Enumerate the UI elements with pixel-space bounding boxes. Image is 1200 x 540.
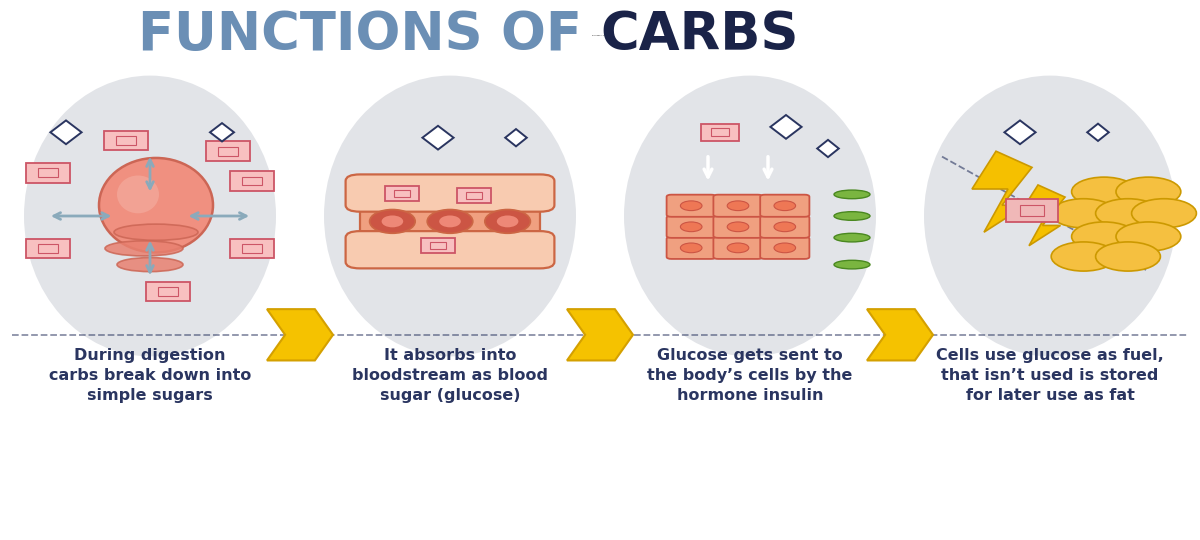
Polygon shape <box>505 129 527 146</box>
Polygon shape <box>422 126 454 150</box>
Ellipse shape <box>485 210 530 233</box>
FancyBboxPatch shape <box>26 239 70 258</box>
Text: FUNCTIONS OF CARBS: FUNCTIONS OF CARBS <box>592 35 608 36</box>
Ellipse shape <box>439 215 461 227</box>
Circle shape <box>727 222 749 232</box>
Polygon shape <box>568 309 634 361</box>
Text: During digestion
carbs break down into
simple sugars: During digestion carbs break down into s… <box>49 348 251 403</box>
FancyBboxPatch shape <box>421 238 455 253</box>
Circle shape <box>680 243 702 253</box>
Circle shape <box>1132 199 1196 228</box>
Circle shape <box>727 243 749 253</box>
FancyBboxPatch shape <box>230 171 274 191</box>
Text: Glucose gets sent to
the body’s cells by the
hormone insulin: Glucose gets sent to the body’s cells by… <box>647 348 853 403</box>
Polygon shape <box>972 151 1032 232</box>
Text: Cells use glucose as fuel,
that isn’t used is stored
for later use as fat: Cells use glucose as fuel, that isn’t us… <box>936 348 1164 403</box>
Circle shape <box>727 201 749 211</box>
Text: CARBS: CARBS <box>600 9 798 61</box>
FancyBboxPatch shape <box>26 163 70 183</box>
Polygon shape <box>866 309 934 361</box>
FancyBboxPatch shape <box>346 231 554 268</box>
Polygon shape <box>770 115 802 139</box>
Ellipse shape <box>497 215 518 227</box>
FancyBboxPatch shape <box>667 195 716 217</box>
Ellipse shape <box>370 210 415 233</box>
FancyBboxPatch shape <box>146 282 190 301</box>
Polygon shape <box>50 120 82 144</box>
FancyBboxPatch shape <box>761 237 809 259</box>
FancyBboxPatch shape <box>206 141 250 161</box>
Ellipse shape <box>106 241 182 256</box>
Circle shape <box>1096 199 1160 228</box>
Circle shape <box>774 243 796 253</box>
Text: It absorbs into
bloodstream as blood
sugar (glucose): It absorbs into bloodstream as blood sug… <box>352 348 548 403</box>
FancyBboxPatch shape <box>385 186 419 201</box>
Polygon shape <box>210 123 234 141</box>
FancyBboxPatch shape <box>457 188 491 203</box>
Text: FUNCTIONS OF: FUNCTIONS OF <box>138 9 600 61</box>
Circle shape <box>1051 242 1116 271</box>
Ellipse shape <box>924 76 1176 356</box>
FancyBboxPatch shape <box>230 239 274 258</box>
Circle shape <box>1072 177 1136 206</box>
Ellipse shape <box>834 233 870 242</box>
FancyBboxPatch shape <box>701 124 739 141</box>
Ellipse shape <box>427 210 473 233</box>
Circle shape <box>680 222 702 232</box>
Ellipse shape <box>624 76 876 356</box>
Polygon shape <box>266 309 334 361</box>
FancyBboxPatch shape <box>1006 199 1058 222</box>
FancyBboxPatch shape <box>667 215 716 238</box>
Polygon shape <box>1004 120 1036 144</box>
FancyBboxPatch shape <box>667 237 716 259</box>
Circle shape <box>774 222 796 232</box>
Circle shape <box>680 201 702 211</box>
Ellipse shape <box>382 215 403 227</box>
Circle shape <box>774 201 796 211</box>
Ellipse shape <box>324 76 576 356</box>
Circle shape <box>1116 222 1181 251</box>
Polygon shape <box>1020 185 1066 246</box>
FancyBboxPatch shape <box>360 202 540 238</box>
FancyBboxPatch shape <box>714 215 763 238</box>
FancyBboxPatch shape <box>346 174 554 212</box>
Ellipse shape <box>24 76 276 356</box>
Polygon shape <box>1087 124 1109 141</box>
FancyBboxPatch shape <box>104 131 148 150</box>
Circle shape <box>1116 177 1181 206</box>
FancyBboxPatch shape <box>714 237 763 259</box>
Polygon shape <box>817 140 839 157</box>
Circle shape <box>1051 199 1116 228</box>
Ellipse shape <box>98 158 214 252</box>
Ellipse shape <box>118 258 182 272</box>
FancyBboxPatch shape <box>714 195 763 217</box>
Ellipse shape <box>834 190 870 199</box>
Ellipse shape <box>834 260 870 269</box>
Ellipse shape <box>834 212 870 220</box>
Ellipse shape <box>118 176 158 213</box>
FancyBboxPatch shape <box>761 195 809 217</box>
Circle shape <box>1072 222 1136 251</box>
Circle shape <box>1096 242 1160 271</box>
Ellipse shape <box>114 224 198 240</box>
FancyBboxPatch shape <box>761 215 809 238</box>
